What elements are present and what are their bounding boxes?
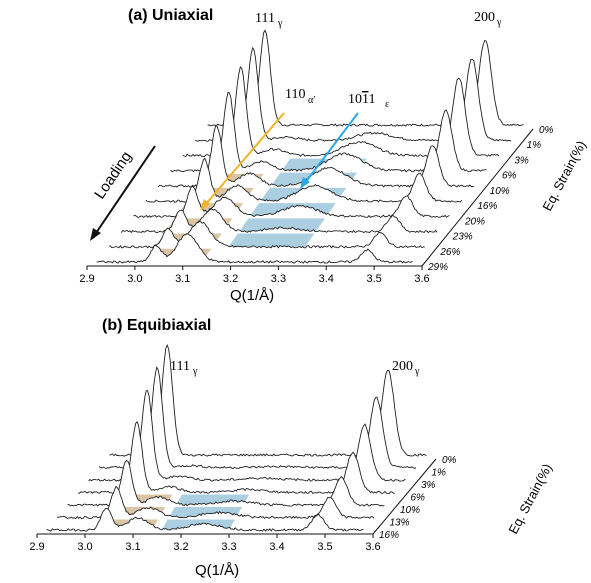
trace-fill bbox=[88, 390, 406, 482]
panel-b-ylabel: Eq. Strain(%) bbox=[505, 461, 555, 536]
peak-110-name: 110 bbox=[285, 87, 305, 102]
loading-arrow-head bbox=[90, 228, 101, 241]
peak-111-sub-b: γ bbox=[192, 366, 198, 377]
depth-axis-line bbox=[372, 458, 437, 535]
strain-label: 0% bbox=[442, 455, 457, 466]
strain-label: 1% bbox=[432, 468, 447, 479]
x-tick-label: 3.4 bbox=[319, 273, 334, 285]
x-tick-label: 3.5 bbox=[366, 273, 381, 285]
x-tick-label: 3.5 bbox=[317, 541, 332, 553]
panel-a-xlabel: Q(1/Å) bbox=[230, 287, 274, 304]
x-tick-label: 3.6 bbox=[365, 541, 380, 553]
peak-1011-sub: ε bbox=[385, 99, 389, 110]
alpha-arrow bbox=[204, 112, 285, 206]
peak-111-name-b: 111 bbox=[170, 359, 190, 374]
panel-a-ylabel: Eq. Strain(%) bbox=[539, 138, 589, 213]
panel-b-x-axis: 2.9 3.0 3.1 3.2 3.3 3.4 3.5 3.6 bbox=[29, 458, 437, 553]
trace-fill bbox=[207, 30, 524, 127]
peak-111-name: 111 bbox=[255, 11, 275, 26]
spectrum-trace bbox=[67, 459, 385, 507]
x-tick-label: 3.0 bbox=[127, 273, 142, 285]
strain-label: 1% bbox=[527, 140, 542, 151]
panel-b-xlabel: Q(1/Å) bbox=[195, 562, 239, 579]
peak-111-sub: γ bbox=[277, 18, 283, 29]
strain-label: 3% bbox=[514, 155, 529, 166]
strain-label: 20% bbox=[464, 216, 485, 227]
x-tick-label: 3.2 bbox=[223, 273, 238, 285]
x-tick-label: 2.9 bbox=[79, 273, 94, 285]
epsilon-arrow bbox=[304, 112, 359, 184]
trace-fill bbox=[195, 47, 512, 143]
loading-arrow-line bbox=[95, 145, 156, 234]
peak-200-sub-b: γ bbox=[414, 366, 420, 377]
trace-fill bbox=[170, 92, 487, 173]
spectrum-trace bbox=[46, 508, 364, 532]
peak-label-110-alpha: 110 α′ bbox=[285, 87, 315, 106]
strain-label: 16% bbox=[379, 530, 399, 541]
trace-fill bbox=[182, 66, 499, 158]
spectrum-trace bbox=[133, 185, 450, 218]
x-tick-label: 3.6 bbox=[414, 273, 429, 285]
strain-label: 16% bbox=[477, 201, 497, 212]
strain-label: 23% bbox=[452, 232, 473, 243]
panel-a-x-axis: 2.9 3.0 3.1 3.2 3.3 3.4 3.5 3.6 bbox=[79, 128, 534, 285]
peak-label-111-a: 111 γ bbox=[255, 11, 283, 29]
peak-label-200-a: 200 γ bbox=[474, 10, 502, 28]
spectrum-trace bbox=[145, 157, 463, 203]
peak-110-sub: α′ bbox=[308, 95, 315, 106]
strain-label: 13% bbox=[390, 518, 410, 529]
strain-label: 0% bbox=[539, 125, 554, 136]
panel-b-label: (b) Equibiaxial bbox=[102, 317, 211, 334]
spectrum-trace bbox=[57, 485, 375, 520]
spectrum-trace bbox=[108, 220, 425, 249]
trace-fill bbox=[96, 233, 413, 264]
peak-1011-name: 1011 bbox=[348, 92, 375, 107]
x-tick-label: 3.1 bbox=[175, 273, 190, 285]
strain-label: 3% bbox=[421, 480, 436, 491]
panel-b-traces bbox=[46, 344, 427, 532]
x-tick-label: 3.1 bbox=[125, 541, 140, 553]
peak-200-sub: γ bbox=[496, 17, 502, 28]
peak-200-name: 200 bbox=[474, 10, 495, 25]
x-tick-label: 3.2 bbox=[173, 541, 188, 553]
trace-fill bbox=[78, 421, 395, 495]
strain-label: 6% bbox=[502, 171, 517, 182]
peak-label-111-b: 111 γ bbox=[170, 359, 198, 377]
panel-a-label: (a) Uniaxial bbox=[128, 7, 213, 24]
strain-label: 29% bbox=[427, 262, 448, 273]
strain-label: 10% bbox=[400, 505, 420, 516]
peak-200-name-b: 200 bbox=[392, 359, 413, 374]
x-tick-label: 3.3 bbox=[221, 541, 236, 553]
x-tick-label: 2.9 bbox=[29, 541, 44, 553]
peak-label-200-b: 200 γ bbox=[392, 359, 420, 377]
x-tick-label: 3.4 bbox=[269, 541, 284, 553]
panel-b-strain-labels: 0% 1%3% 6%10% 13%16% bbox=[379, 455, 457, 541]
epsilon-arrow-head bbox=[300, 177, 310, 189]
strain-label: 26% bbox=[439, 247, 460, 258]
peak-label-1011-epsilon: 1011 ε bbox=[348, 92, 389, 110]
trace-fill bbox=[145, 158, 462, 204]
x-tick-label: 3.3 bbox=[271, 273, 286, 285]
strain-label: 6% bbox=[411, 493, 426, 504]
trace-fill bbox=[46, 508, 364, 532]
trace-fill bbox=[57, 486, 374, 520]
trace-fill bbox=[67, 460, 385, 507]
trace-fill bbox=[109, 345, 427, 457]
alpha-arrow-head bbox=[200, 199, 210, 211]
trace-fill bbox=[99, 367, 416, 470]
panel-a-strain-labels: 0% 1% 3% 6% 10% 16% 20% 23% 26% 29% bbox=[427, 125, 554, 273]
loading-label: Loading bbox=[91, 148, 135, 202]
strain-label: 10% bbox=[490, 186, 510, 197]
trace-fill bbox=[158, 125, 475, 188]
depth-axis-line bbox=[421, 128, 534, 267]
x-tick-label: 3.0 bbox=[77, 541, 92, 553]
panel-a-traces bbox=[96, 29, 524, 264]
spectrum-trace bbox=[96, 232, 413, 264]
panel-a: (a) Uniaxial 2.9 3.0 3.1 3.2 3.3 3.4 3.5 3.6 0%… bbox=[79, 7, 589, 304]
panel-b: (b) Equibiaxial 2.9 3.0 3.1 3.2 3.3 3.4 3.5 3.6… bbox=[29, 317, 555, 579]
spectrum-trace bbox=[120, 208, 438, 234]
